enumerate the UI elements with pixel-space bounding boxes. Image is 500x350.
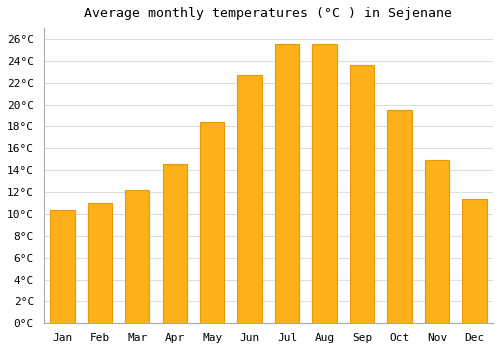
Bar xyxy=(162,164,187,323)
Bar xyxy=(88,203,112,323)
Bar xyxy=(462,199,486,323)
Bar xyxy=(350,65,374,323)
Bar xyxy=(312,44,336,323)
Bar xyxy=(238,75,262,323)
Title: Average monthly temperatures (°C ) in Sejenane: Average monthly temperatures (°C ) in Se… xyxy=(84,7,452,20)
Bar xyxy=(50,210,74,323)
Bar xyxy=(388,110,411,323)
Bar xyxy=(424,160,449,323)
Bar xyxy=(275,44,299,323)
Bar xyxy=(125,190,150,323)
Bar xyxy=(200,122,224,323)
